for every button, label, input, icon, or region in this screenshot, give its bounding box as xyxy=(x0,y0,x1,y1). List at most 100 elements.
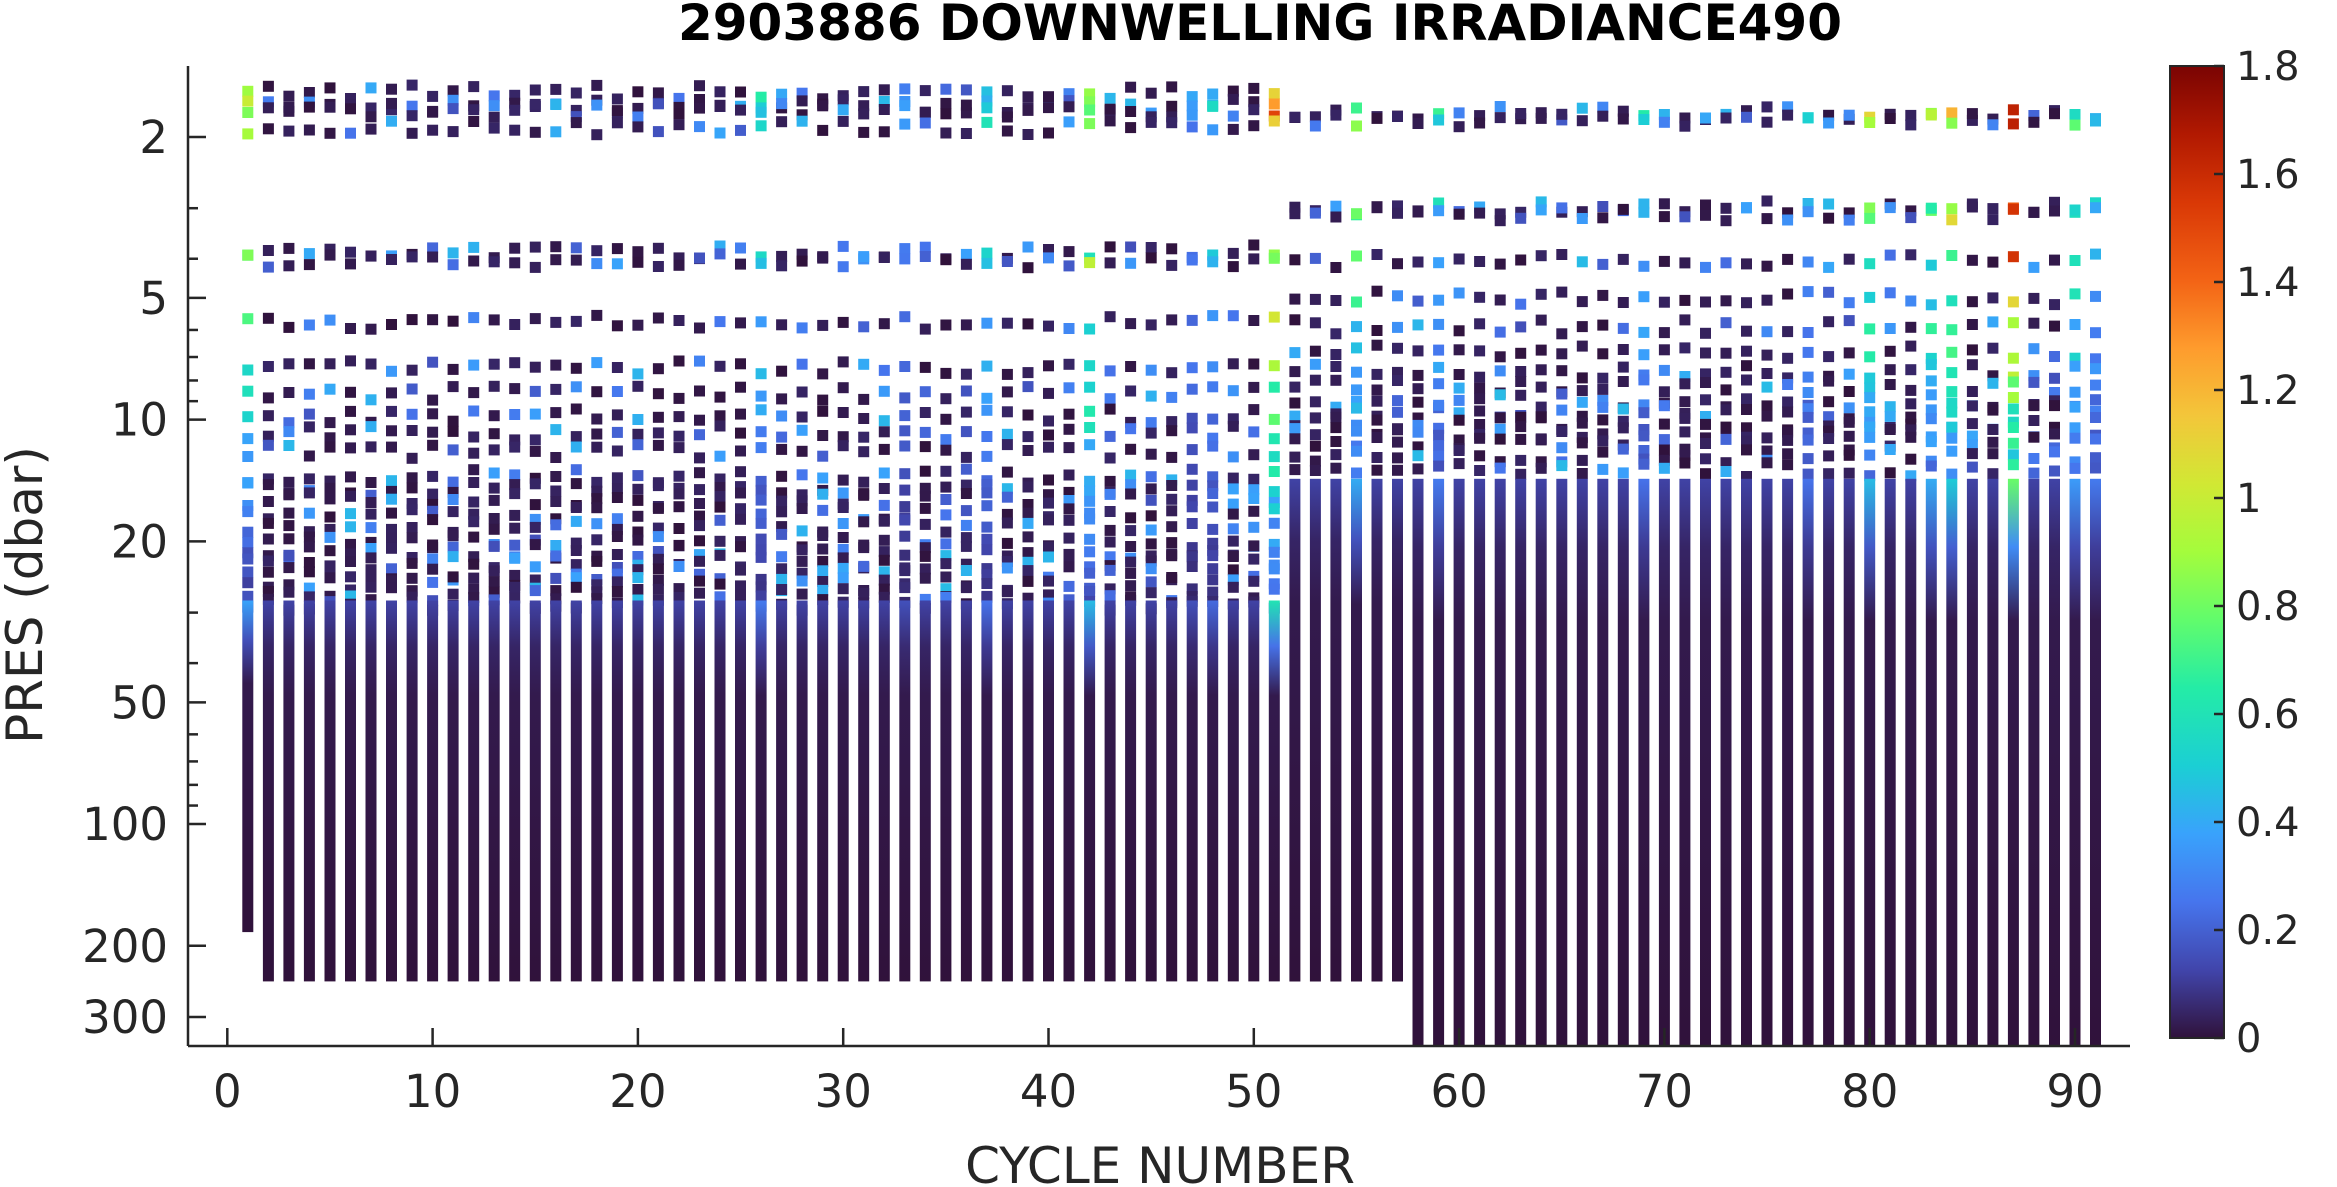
sample-cell xyxy=(694,467,705,479)
sample-cell xyxy=(1001,428,1013,440)
sample-cell xyxy=(652,531,664,543)
profile-cycle-77 xyxy=(1802,112,1814,1046)
sample-cell xyxy=(878,252,890,263)
sample-cell xyxy=(1782,109,1794,121)
sample-cell xyxy=(1638,198,1650,210)
sample-cell xyxy=(468,255,480,267)
sample-cell xyxy=(694,510,705,522)
profile-column xyxy=(550,600,562,982)
sample-cell xyxy=(1166,111,1178,123)
sample-cell xyxy=(1227,85,1239,97)
sample-cell xyxy=(1535,204,1547,216)
sample-cell xyxy=(858,108,870,120)
sample-cell xyxy=(960,558,972,570)
sample-cell xyxy=(1392,111,1403,122)
sample-cell xyxy=(1617,422,1629,434)
sample-cell xyxy=(632,111,644,123)
sample-cell xyxy=(1556,286,1568,298)
sample-cell xyxy=(406,591,418,603)
sample-cell xyxy=(1679,450,1691,461)
sample-cell xyxy=(345,355,356,367)
sample-cell xyxy=(940,571,952,583)
sample-cell xyxy=(1022,547,1034,559)
sample-cell xyxy=(776,495,788,507)
sample-cell xyxy=(1597,435,1609,447)
profile-cycle-15 xyxy=(529,84,541,982)
sample-cell xyxy=(1556,348,1568,360)
sample-cell xyxy=(1104,403,1116,415)
sample-cell xyxy=(1597,258,1609,270)
sample-cell xyxy=(611,549,623,560)
sample-cell xyxy=(735,258,746,270)
sample-cell xyxy=(776,365,788,377)
sample-cell xyxy=(1268,98,1280,110)
sample-cell xyxy=(776,584,788,595)
sample-cell xyxy=(1453,458,1465,470)
sample-cell xyxy=(406,532,418,544)
sample-cell xyxy=(1371,202,1383,214)
sample-cell xyxy=(468,116,480,127)
sample-cell xyxy=(940,526,952,538)
sample-cell xyxy=(509,124,521,136)
sample-cell xyxy=(611,492,623,503)
sample-cell xyxy=(981,360,993,372)
sample-cell xyxy=(673,482,685,494)
sample-cell xyxy=(1330,422,1342,434)
sample-cell xyxy=(694,429,705,441)
sample-cell xyxy=(1905,418,1917,430)
sample-cell xyxy=(1782,379,1794,390)
profile-cycle-46 xyxy=(1166,81,1178,982)
sample-cell xyxy=(981,257,993,269)
sample-cell xyxy=(1063,408,1075,420)
sample-cell xyxy=(529,513,541,525)
profile-cycle-60 xyxy=(1453,107,1465,1046)
sample-cell xyxy=(1576,206,1588,218)
sample-cell xyxy=(899,118,911,130)
profile-cycle-14 xyxy=(509,89,521,982)
sample-cell xyxy=(283,260,295,272)
sample-cell xyxy=(386,563,397,575)
sample-cell xyxy=(1925,359,1937,371)
sample-cell xyxy=(509,357,521,369)
sample-cell xyxy=(303,450,315,462)
sample-cell xyxy=(1597,101,1609,113)
sample-cell xyxy=(878,483,890,494)
sample-cell xyxy=(1925,436,1937,448)
sample-cell xyxy=(1186,494,1198,506)
sample-cell xyxy=(1823,198,1835,210)
sample-cell xyxy=(1802,198,1814,209)
sample-cell xyxy=(1782,406,1794,418)
sample-cell xyxy=(960,319,972,331)
sample-cell xyxy=(919,106,931,118)
colorbar: 00.20.40.60.811.21.41.61.8 xyxy=(2169,44,2300,1062)
profile-cycle-76 xyxy=(1782,101,1794,1046)
profile-column xyxy=(1248,600,1260,982)
sample-cell xyxy=(488,314,500,326)
sample-cell xyxy=(2069,456,2081,468)
sample-cell xyxy=(1309,465,1321,476)
sample-cell xyxy=(468,431,480,443)
sample-cell xyxy=(673,430,685,442)
profile-cycle-48 xyxy=(1207,88,1219,982)
sample-cell xyxy=(1741,325,1752,337)
sample-cell xyxy=(1597,348,1609,360)
sample-cell xyxy=(960,385,972,397)
sample-cell xyxy=(1802,112,1814,124)
sample-cell xyxy=(1843,430,1855,442)
sample-cell xyxy=(1720,317,1732,329)
sample-cell xyxy=(365,82,377,94)
profile-column xyxy=(1843,478,1855,1046)
sample-cell xyxy=(1884,345,1896,357)
sample-cell xyxy=(1330,109,1342,121)
sample-cell xyxy=(262,102,274,114)
sample-cell xyxy=(386,405,397,417)
sample-cell xyxy=(1987,256,1999,268)
sample-cell xyxy=(1802,256,1814,268)
sample-cell xyxy=(1186,412,1198,424)
sample-cell xyxy=(1433,257,1445,269)
sample-cell xyxy=(1761,445,1773,457)
sample-cell xyxy=(1946,367,1958,379)
sample-cell xyxy=(1535,401,1547,413)
sample-cell xyxy=(1494,258,1506,270)
sample-cell xyxy=(817,450,829,462)
